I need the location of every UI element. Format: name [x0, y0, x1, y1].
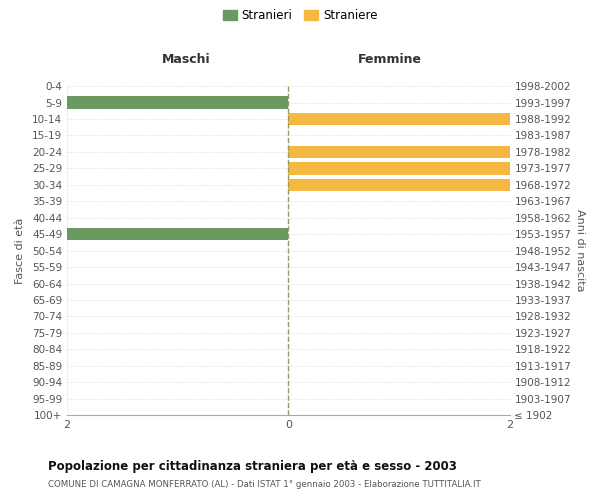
- Legend: Stranieri, Straniere: Stranieri, Straniere: [219, 6, 381, 26]
- Y-axis label: Fasce di età: Fasce di età: [15, 218, 25, 284]
- Bar: [288, 146, 509, 158]
- Text: Popolazione per cittadinanza straniera per età e sesso - 2003: Popolazione per cittadinanza straniera p…: [48, 460, 457, 473]
- Text: COMUNE DI CAMAGNA MONFERRATO (AL) - Dati ISTAT 1° gennaio 2003 - Elaborazione TU: COMUNE DI CAMAGNA MONFERRATO (AL) - Dati…: [48, 480, 481, 489]
- Bar: [288, 178, 509, 191]
- Bar: [67, 96, 288, 108]
- Bar: [67, 228, 288, 240]
- Text: Maschi: Maschi: [162, 54, 211, 66]
- Y-axis label: Anni di nascita: Anni di nascita: [575, 210, 585, 292]
- Bar: [288, 162, 509, 174]
- Bar: [288, 113, 509, 125]
- Text: Femmine: Femmine: [358, 54, 422, 66]
